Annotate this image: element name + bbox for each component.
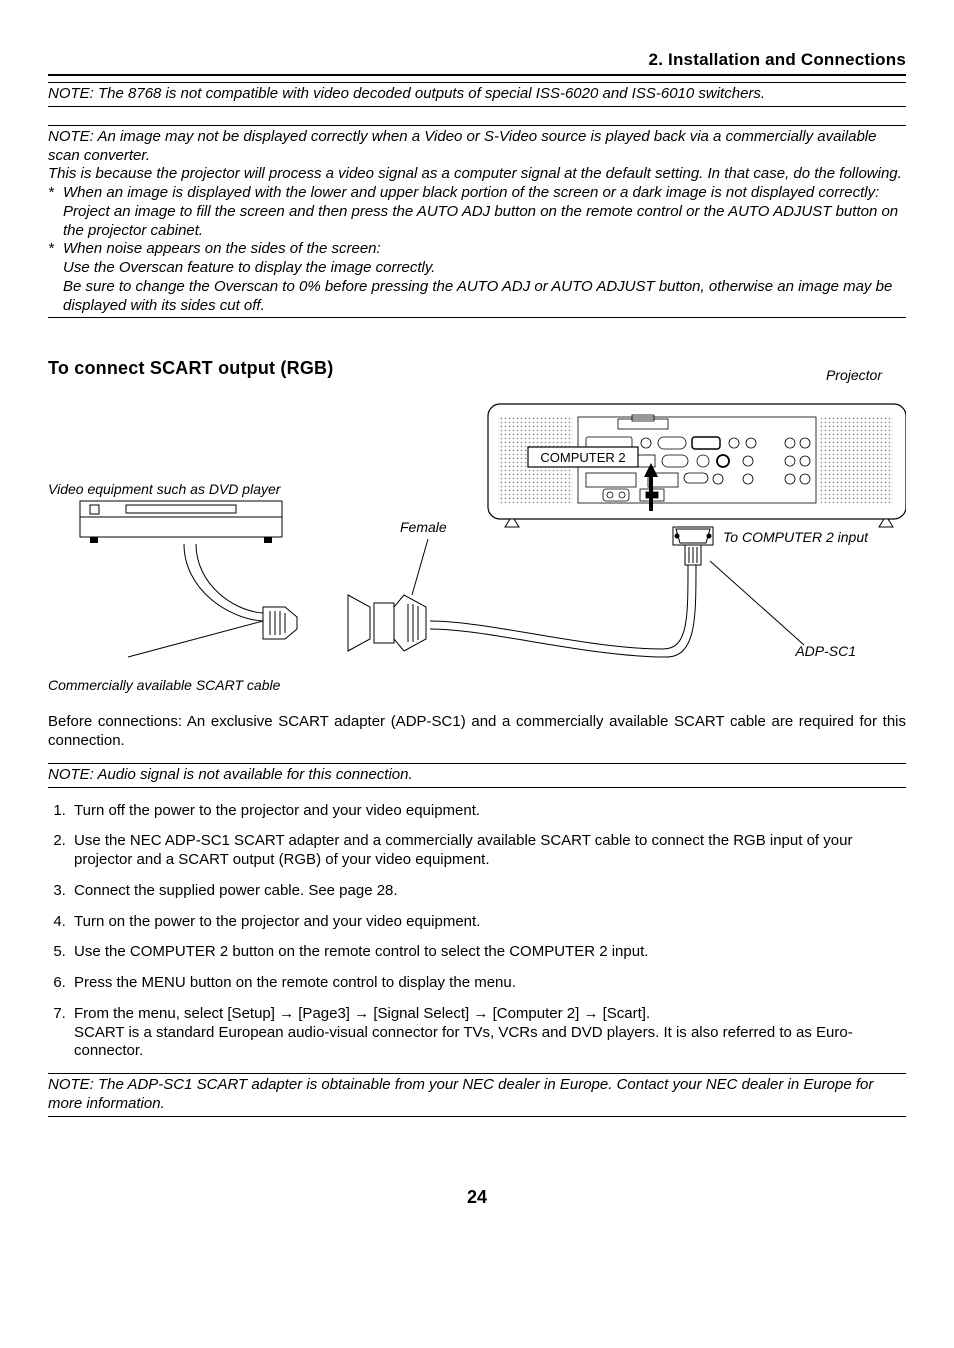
bullet-text: When an image is displayed with the lowe… <box>63 184 906 203</box>
bullet-text: Be sure to change the Overscan to 0% bef… <box>63 278 906 316</box>
arrow-icon: → <box>583 1005 598 1022</box>
svg-text:COMPUTER 2: COMPUTER 2 <box>540 450 625 465</box>
note-text: This is because the projector will proce… <box>48 165 906 184</box>
step-item: Use the COMPUTER 2 button on the remote … <box>70 943 906 962</box>
note-eu-dealer: NOTE: The ADP-SC1 SCART adapter is obtai… <box>48 1076 906 1114</box>
bullet-text: When noise appears on the sides of the s… <box>63 240 906 259</box>
computer2-input-label: To COMPUTER 2 input <box>723 529 868 545</box>
step-text: [Page3] <box>298 1005 354 1022</box>
step-text: [Signal Select] <box>373 1005 473 1022</box>
steps-list: Turn off the power to the projector and … <box>48 802 906 1062</box>
arrow-icon: → <box>473 1005 488 1022</box>
intro-paragraph: Before connections: An exclusive SCART a… <box>48 713 906 751</box>
scart-cable <box>184 539 696 657</box>
arrow-icon: → <box>279 1005 294 1022</box>
connection-diagram: Projector Video equipment such as DVD pl… <box>48 389 906 669</box>
divider <box>48 125 906 126</box>
section-title: To connect SCART output (RGB) <box>48 358 906 379</box>
note-display: NOTE: An image may not be displayed corr… <box>48 128 906 316</box>
step-item: Use the NEC ADP-SC1 SCART adapter and a … <box>70 832 906 870</box>
asterisk-icon: * <box>48 240 63 315</box>
note-text: NOTE: An image may not be displayed corr… <box>48 128 906 166</box>
page-number: 24 <box>48 1187 906 1208</box>
arrow-icon: → <box>354 1005 369 1022</box>
dvd-label: Video equipment such as DVD player <box>48 481 280 497</box>
step-item: From the menu, select [Setup] → [Page3] … <box>70 1005 906 1061</box>
step-text: SCART is a standard European audio-visua… <box>74 1024 853 1060</box>
divider <box>48 763 906 764</box>
divider <box>48 317 906 318</box>
leader-line <box>128 621 263 657</box>
dsub-connector <box>673 527 713 565</box>
female-label: Female <box>400 519 447 535</box>
dvd-player-icon <box>80 501 282 543</box>
step-text: [Computer 2] <box>493 1005 584 1022</box>
step-item: Press the MENU button on the remote cont… <box>70 974 906 993</box>
note-audio: NOTE: Audio signal is not available for … <box>48 766 906 785</box>
step-item: Turn on the power to the projector and y… <box>70 913 906 932</box>
bullet-item: * When noise appears on the sides of the… <box>48 240 906 315</box>
leader-line <box>710 561 804 645</box>
adp-label: ADP-SC1 <box>795 643 856 659</box>
bullet-item: * When an image is displayed with the lo… <box>48 184 906 240</box>
bullet-text: Use the Overscan feature to display the … <box>63 259 906 278</box>
step-text: [Scart]. <box>603 1005 651 1022</box>
divider <box>48 1116 906 1117</box>
divider <box>48 74 906 76</box>
step-text: From the menu, select [Setup] <box>74 1005 279 1022</box>
step-item: Connect the supplied power cable. See pa… <box>70 882 906 901</box>
divider <box>48 787 906 788</box>
step-item: Turn off the power to the projector and … <box>70 802 906 821</box>
scart-cable-label: Commercially available SCART cable <box>48 677 906 693</box>
projector-label: Projector <box>826 367 882 383</box>
note-compatibility: NOTE: The 8768 is not compatible with vi… <box>48 85 906 104</box>
section-header: 2. Installation and Connections <box>48 50 906 70</box>
asterisk-icon: * <box>48 184 63 240</box>
divider <box>48 1073 906 1074</box>
bullet-text: Project an image to fill the screen and … <box>63 203 906 241</box>
page: 2. Installation and Connections NOTE: Th… <box>0 0 954 1248</box>
divider <box>48 82 906 83</box>
